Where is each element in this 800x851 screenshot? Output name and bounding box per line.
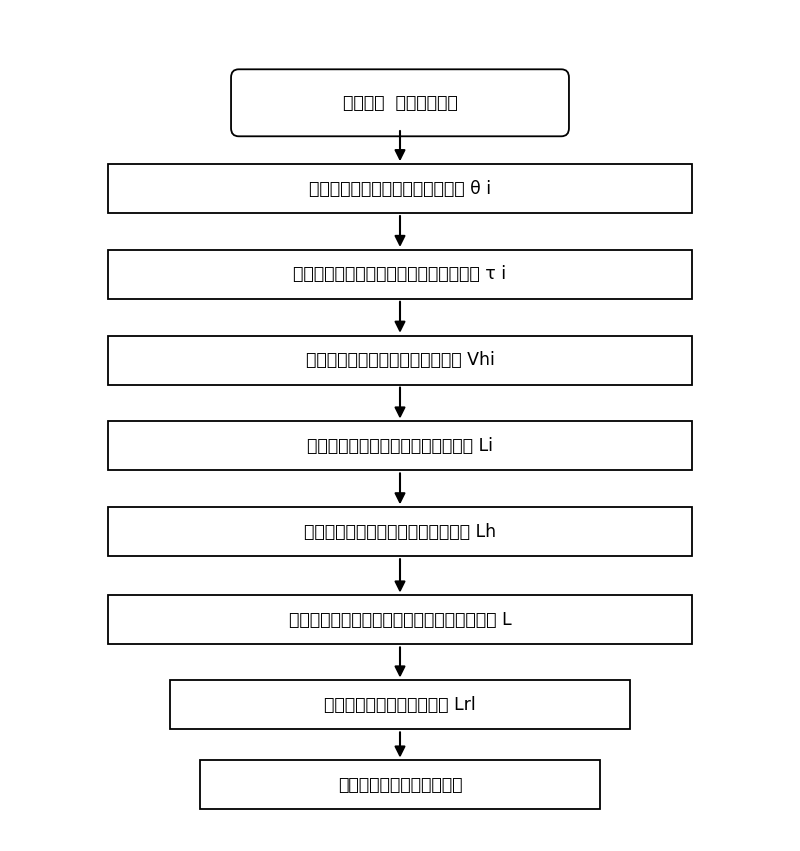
- Text: 第八步：计算绝缘剩余寿命 Lrl: 第八步：计算绝缘剩余寿命 Lrl: [324, 696, 476, 714]
- Text: 第九步：推荐检修处理措施: 第九步：推荐检修处理措施: [338, 776, 462, 794]
- Text: 第五步：计算各温度的相对寿命损失 Li: 第五步：计算各温度的相对寿命损失 Li: [307, 437, 493, 455]
- FancyBboxPatch shape: [108, 335, 692, 385]
- FancyBboxPatch shape: [108, 421, 692, 471]
- Text: 第四步：计算各温度的相对老化率 Vhi: 第四步：计算各温度的相对老化率 Vhi: [306, 351, 494, 369]
- FancyBboxPatch shape: [108, 507, 692, 557]
- Text: 第七步：确定变压器绝缘额定运行状态下寿命 L: 第七步：确定变压器绝缘额定运行状态下寿命 L: [289, 611, 511, 629]
- FancyBboxPatch shape: [200, 761, 600, 809]
- Text: 第六步：计算绝缘总的相对寿命损失 Lh: 第六步：计算绝缘总的相对寿命损失 Lh: [304, 523, 496, 540]
- Text: 第二步：计算变压器绕组热点温度 θ i: 第二步：计算变压器绕组热点温度 θ i: [309, 180, 491, 197]
- FancyBboxPatch shape: [108, 250, 692, 299]
- FancyBboxPatch shape: [108, 164, 692, 213]
- Text: 第一步：  输入基础数据: 第一步： 输入基础数据: [342, 94, 458, 111]
- FancyBboxPatch shape: [108, 596, 692, 644]
- Text: 第三步：计算各温度段的累计工作小时数 τ i: 第三步：计算各温度段的累计工作小时数 τ i: [294, 266, 506, 283]
- FancyBboxPatch shape: [170, 681, 630, 729]
- FancyBboxPatch shape: [231, 69, 569, 136]
